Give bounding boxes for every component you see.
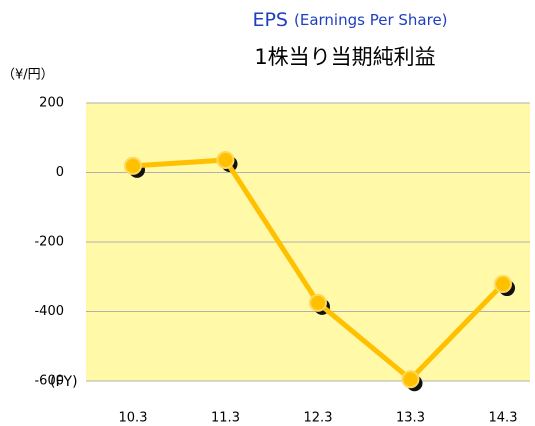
marker xyxy=(309,293,327,312)
marker xyxy=(124,156,142,175)
marker xyxy=(401,370,420,389)
chart-title-note: (Earnings Per Share) xyxy=(294,11,448,29)
x-unit: (FY) xyxy=(50,374,78,390)
y-tick-label: -600 xyxy=(34,374,64,389)
y-tick-label: -400 xyxy=(34,304,64,319)
x-tick-label: 10.3 xyxy=(119,411,148,426)
marker xyxy=(216,150,235,169)
chart-subtitle: 1株当り当期純利益 xyxy=(254,45,435,69)
y-tick-label: -200 xyxy=(34,235,64,250)
x-tick-label: 11.3 xyxy=(211,411,240,426)
x-tick-label: 13.3 xyxy=(396,411,425,426)
marker xyxy=(494,275,512,294)
chart-title-line: EPS (Earnings Per Share) xyxy=(252,9,447,31)
y-unit: （¥/円） xyxy=(2,68,54,83)
x-tick-label: 12.3 xyxy=(304,411,333,426)
y-tick-label: 0 xyxy=(56,165,64,180)
y-tick-label: 200 xyxy=(39,96,64,111)
x-tick-label: 14.3 xyxy=(489,411,518,426)
chart-title: EPS xyxy=(252,9,288,31)
